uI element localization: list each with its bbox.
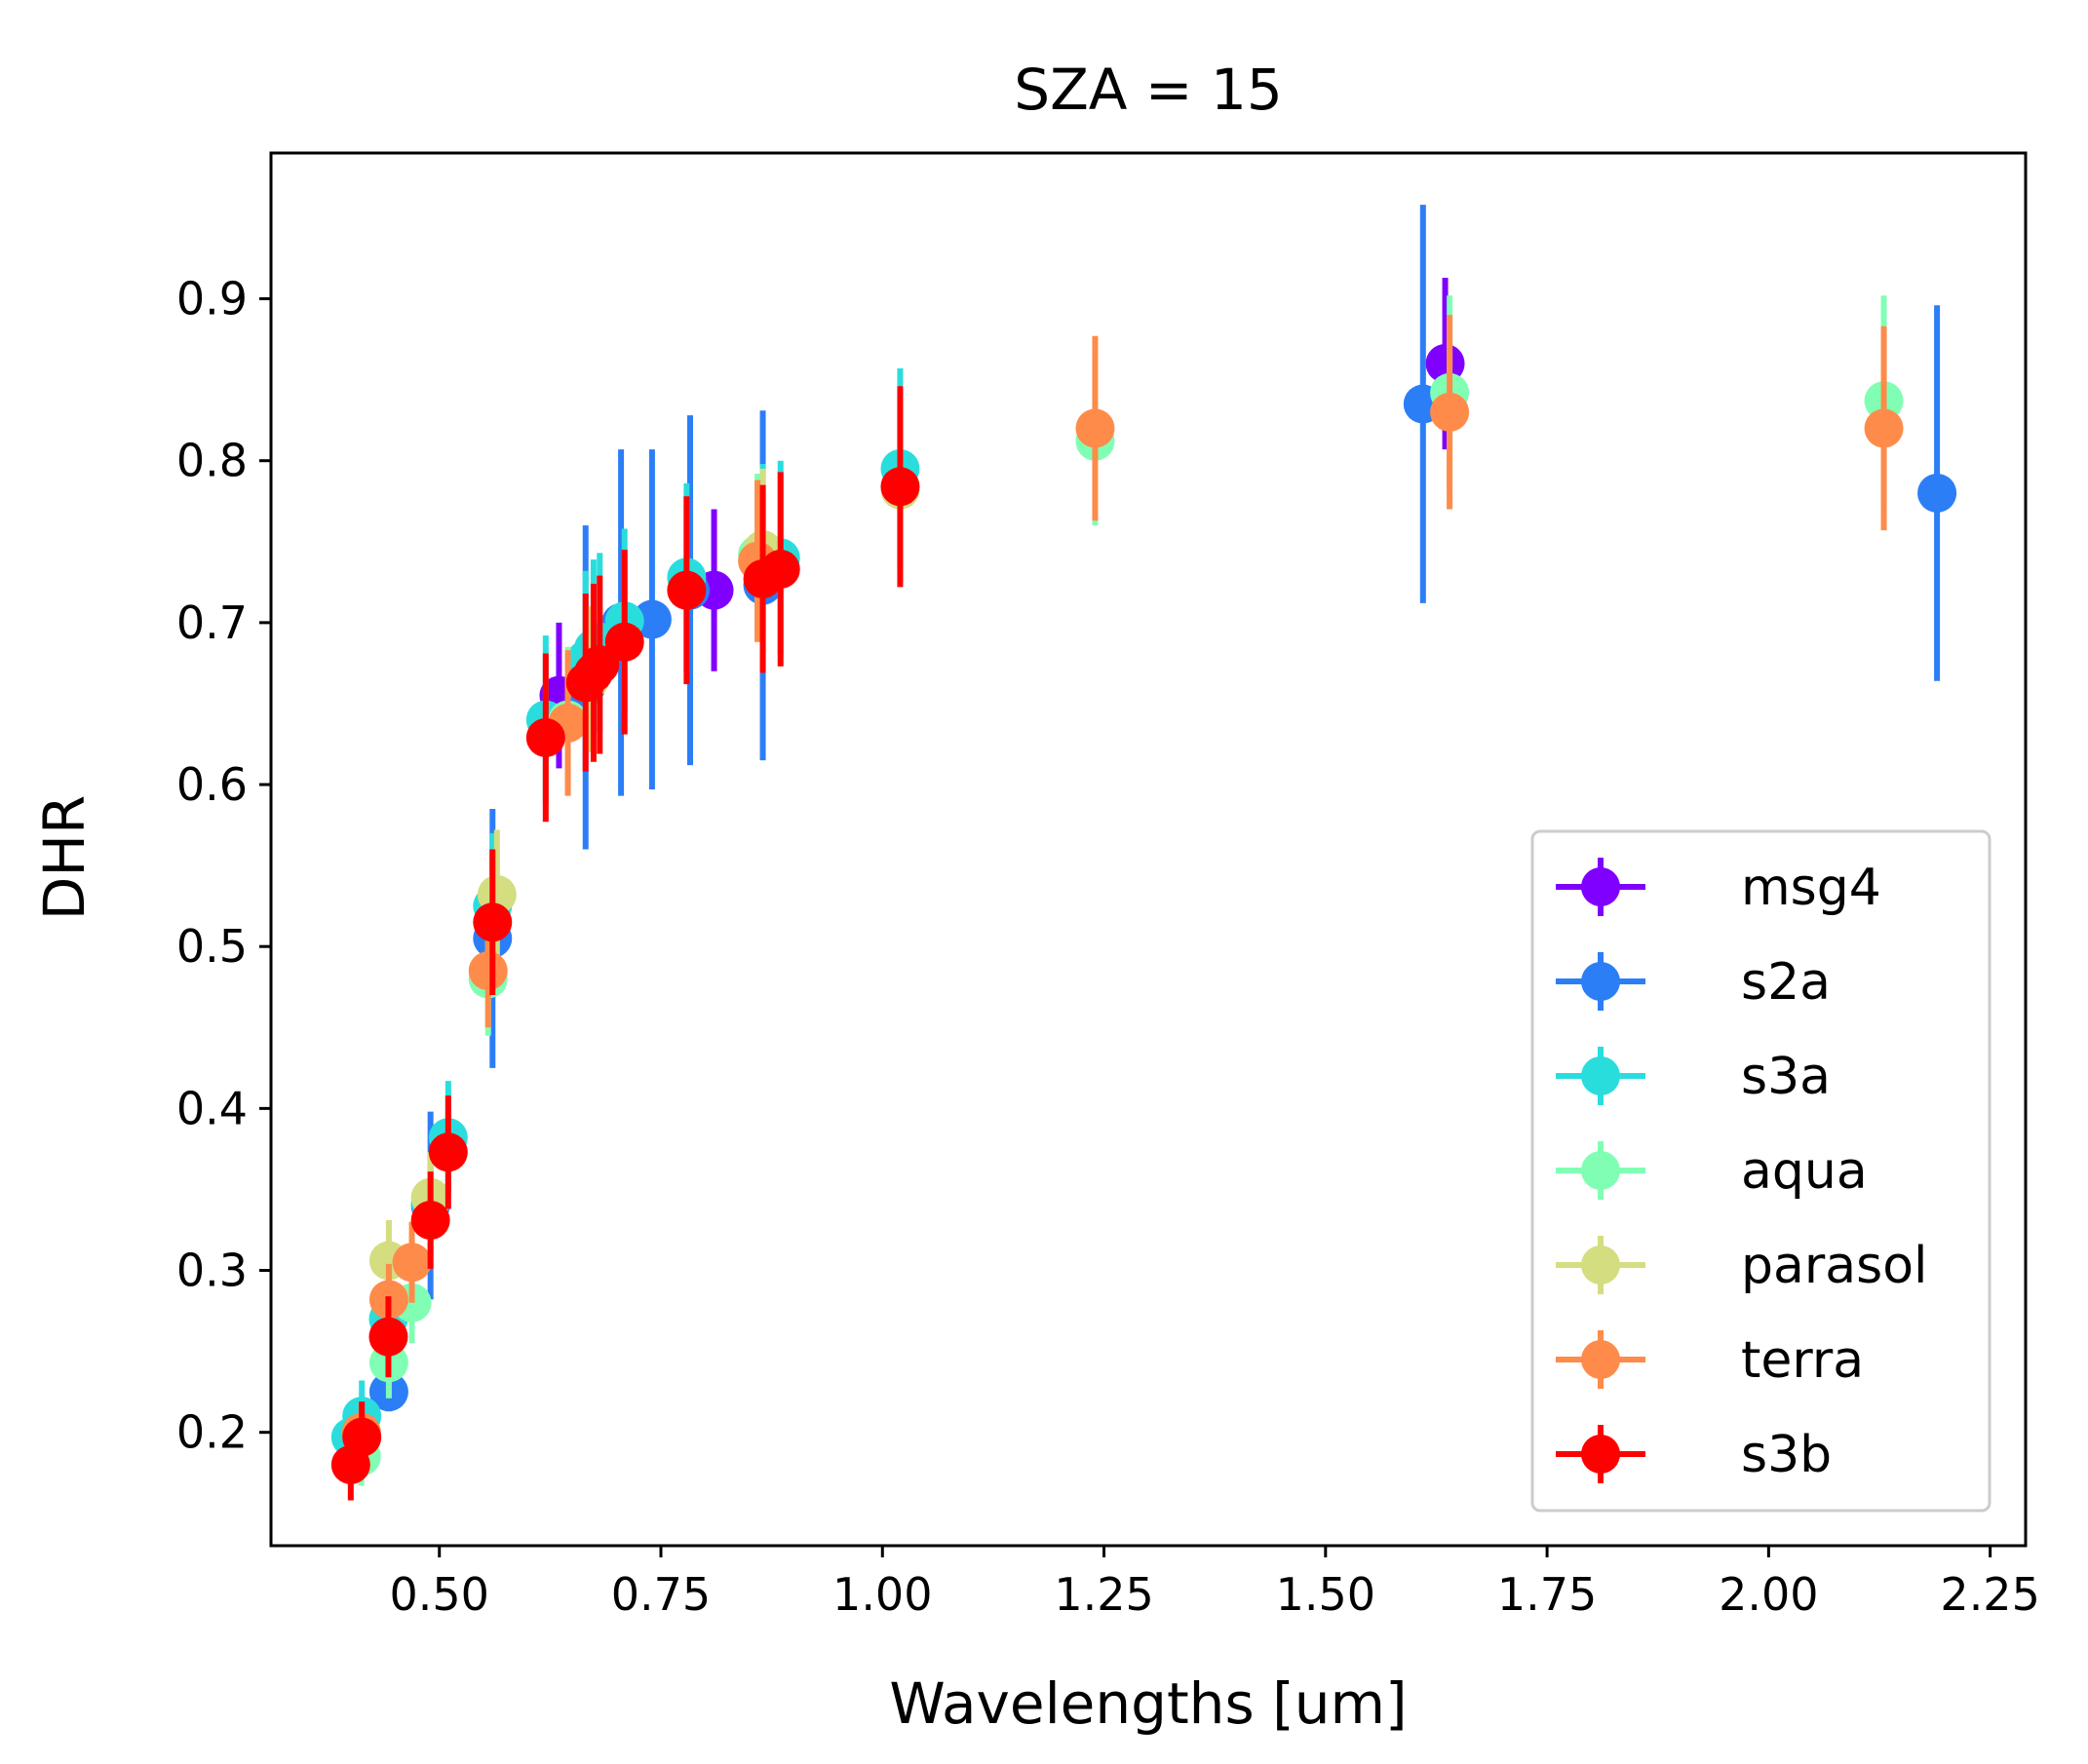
legend-item: terra <box>1556 1330 1864 1390</box>
data-point <box>342 1417 382 1457</box>
x-tick-label: 2.00 <box>1719 1568 1818 1621</box>
plot-frame <box>269 151 2028 1548</box>
y-tick-label: 0.3 <box>176 1245 248 1297</box>
y-axis-label: DHR <box>31 795 97 921</box>
legend-label: aqua <box>1741 1142 1868 1201</box>
legend-item: parasol <box>1556 1236 1927 1295</box>
legend-label: msg4 <box>1741 859 1881 917</box>
series-msg4 <box>539 277 1465 769</box>
data-point <box>1430 392 1470 432</box>
chart-title: SZA = 15 <box>1014 57 1283 123</box>
x-tick-label: 0.50 <box>390 1568 489 1621</box>
data-point <box>667 570 707 610</box>
legend-label: parasol <box>1741 1237 1927 1295</box>
data-point <box>1425 344 1465 384</box>
legend: msg4 s2a s3a aqua parasol terra s3b <box>1530 829 1991 1513</box>
x-tick-label: 0.75 <box>611 1568 711 1621</box>
x-axis-label: Wavelengths [um] <box>889 1670 1407 1737</box>
legend-marker <box>1581 1340 1620 1379</box>
legend-marker <box>1581 867 1620 906</box>
legend-item: msg4 <box>1556 858 1881 917</box>
data-point <box>525 717 565 757</box>
data-point <box>1864 408 1904 448</box>
legend-marker <box>1581 962 1620 1001</box>
y-tick-label: 0.8 <box>176 435 248 487</box>
y-tick-label: 0.7 <box>176 596 248 649</box>
data-point <box>1075 408 1115 448</box>
y-tick-label: 0.6 <box>176 758 248 811</box>
data-point <box>580 645 620 685</box>
y-tick-label: 0.4 <box>176 1082 248 1134</box>
y-tick-label: 0.9 <box>176 273 248 326</box>
x-tick-label: 1.50 <box>1276 1568 1375 1621</box>
x-tick-label: 1.75 <box>1497 1568 1597 1621</box>
y-tick-label: 0.5 <box>176 920 248 973</box>
legend-marker <box>1581 1246 1620 1285</box>
series-s3b <box>330 386 920 1501</box>
data-point <box>410 1201 450 1241</box>
legend-marker <box>1581 1435 1620 1474</box>
x-tick-label: 1.25 <box>1054 1568 1153 1621</box>
legend-item: s3a <box>1556 1047 1831 1106</box>
data-point <box>760 550 800 590</box>
axis-ticks: 0.50 0.75 1.00 1.25 1.50 1.75 2.00 2.25 0.2 0.3 0.… <box>176 273 2040 1621</box>
data-point <box>880 467 920 507</box>
legend-item: aqua <box>1556 1141 1868 1201</box>
legend-label: terra <box>1741 1331 1864 1390</box>
data-point <box>1917 473 1957 513</box>
y-tick-label: 0.2 <box>176 1406 248 1459</box>
legend-marker <box>1581 1151 1620 1190</box>
legend-item: s3b <box>1556 1425 1832 1484</box>
legend-label: s3a <box>1741 1048 1831 1106</box>
plot-area <box>330 205 1957 1501</box>
data-point <box>428 1132 468 1172</box>
data-point <box>632 599 672 639</box>
legend-item: s2a <box>1556 952 1831 1012</box>
data-point <box>468 951 508 991</box>
data-point <box>473 902 513 942</box>
data-point <box>392 1243 432 1283</box>
legend-box <box>1530 829 1991 1513</box>
data-point <box>604 622 644 662</box>
legend-label: s3b <box>1741 1426 1832 1484</box>
x-tick-label: 2.25 <box>1940 1568 2039 1621</box>
legend-marker <box>1581 1056 1620 1095</box>
x-tick-label: 1.00 <box>832 1568 932 1621</box>
data-point <box>368 1317 408 1357</box>
legend-label: s2a <box>1741 953 1831 1012</box>
